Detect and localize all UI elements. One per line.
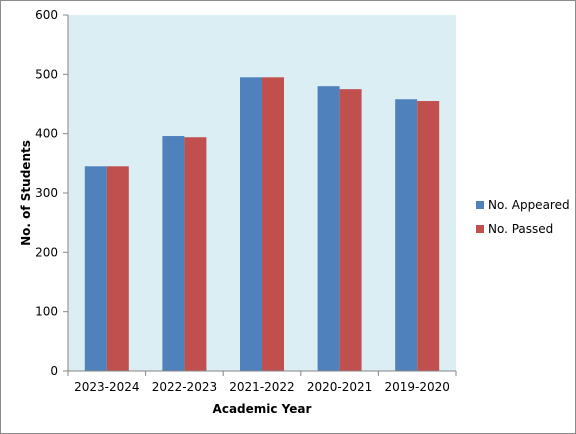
y-tick-label: 300 [35, 186, 58, 200]
y-tick-label: 100 [35, 305, 58, 319]
y-tick-label: 600 [35, 8, 58, 22]
bar-no-appeared-2021-2022 [240, 77, 262, 372]
y-axis-ticks: 0 100 200 300 400 500 600 [35, 8, 68, 378]
bar-no-passed-2021-2022 [262, 77, 284, 372]
bar-no-appeared-2023-2024 [84, 166, 107, 371]
bar-no-appeared-2022-2023 [162, 136, 185, 371]
x-tick-label: 2021-2022 [229, 380, 294, 394]
bar-no-appeared-2020-2021 [317, 86, 340, 371]
bar-no-passed-2019-2020 [417, 101, 440, 372]
y-tick-label: 0 [50, 364, 58, 378]
y-axis-title: No. of Students [19, 140, 33, 246]
bar-no-appeared-2019-2020 [395, 99, 418, 372]
bar-no-passed-2020-2021 [339, 89, 362, 372]
bar-no-passed-2022-2023 [184, 137, 207, 371]
x-axis-ticks: 2023-2024 2022-2023 2021-2022 2020-2021 2019… [67, 371, 457, 394]
y-tick-label: 200 [35, 245, 58, 259]
legend: No. Appeared No. Passed [476, 198, 570, 236]
x-tick-label: 2023-2024 [74, 380, 139, 394]
y-tick-label: 400 [35, 127, 58, 141]
legend-swatch-no-appeared [476, 201, 484, 209]
bars [84, 77, 440, 372]
y-tick-label: 500 [35, 67, 58, 81]
x-tick-label: 2019-2020 [384, 380, 449, 394]
legend-label-no-passed: No. Passed [488, 222, 553, 236]
x-tick-label: 2020-2021 [307, 380, 372, 394]
x-tick-label: 2022-2023 [152, 380, 217, 394]
x-axis-title: Academic Year [213, 402, 312, 416]
legend-swatch-no-passed [476, 225, 484, 233]
bar-no-passed-2023-2024 [106, 166, 129, 371]
legend-label-no-appeared: No. Appeared [488, 198, 570, 212]
